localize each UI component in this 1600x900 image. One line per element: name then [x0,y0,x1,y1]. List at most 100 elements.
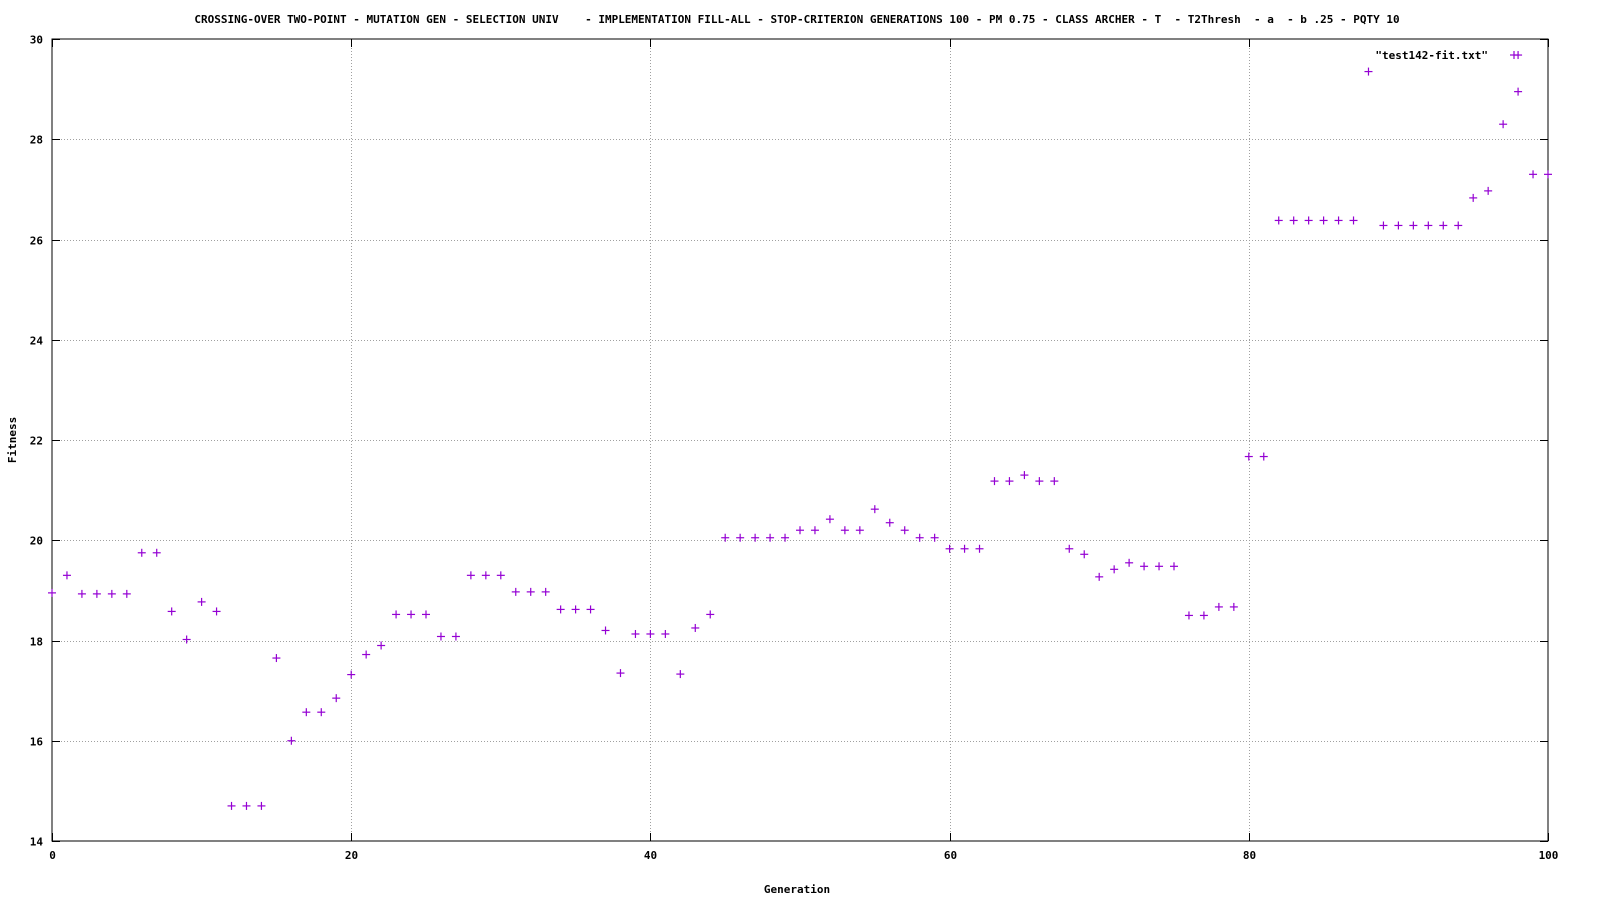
data-point [1484,186,1493,195]
data-point [1439,221,1448,230]
data-point [362,650,371,659]
data-point [392,610,401,619]
legend-marker-glyph [1510,51,1518,59]
y-tick-label: 16 [30,736,44,749]
data-point [541,587,550,596]
data-point [1140,562,1149,571]
data-point [1214,602,1223,611]
data-point [1110,565,1119,574]
data-point [1259,452,1268,461]
data-point [332,694,341,703]
data-point [751,533,760,542]
data-point [451,632,460,641]
data-point [1229,602,1238,611]
x-axis-label: Generation [764,883,830,896]
data-point [1529,170,1538,179]
data-point [1080,550,1089,559]
data-point [1005,477,1014,486]
plot-border [51,38,1549,842]
data-point [62,571,71,580]
data-point [1020,471,1029,480]
legend: "test142-fit.txt" [1375,49,1518,62]
data-point [1065,544,1074,553]
data-point [975,544,984,553]
data-point [1469,193,1478,202]
x-tick-label: 20 [345,849,358,862]
y-tick-label: 22 [30,435,43,448]
data-point [870,505,879,514]
axis-ticks: 14 16 18 20 22 24 26 28 30 0 20 40 60 80 100 [30,34,1559,863]
data-point [481,571,490,580]
data-point [915,533,924,542]
data-point [197,597,206,606]
y-tick-label: 24 [30,335,44,348]
data-point [377,641,386,650]
data-point [1364,67,1373,76]
data-point [601,626,610,635]
data-point [885,518,894,527]
data-point [1544,170,1552,179]
data-point [122,589,131,598]
data-point [1170,562,1178,571]
data-point [257,801,266,810]
data-point [1424,221,1433,230]
data-point [676,670,685,679]
data-point [182,635,191,644]
data-point [1334,216,1343,225]
data-point [1394,221,1403,230]
data-point [781,533,790,542]
x-tick-label: 0 [49,849,56,862]
data-point [287,736,296,745]
data-point [1289,216,1298,225]
data-point [107,589,116,598]
data-point [407,610,416,619]
data-point [1095,572,1104,581]
data-point [571,605,580,614]
data-point [152,548,161,557]
x-tick-label: 80 [1243,849,1256,862]
data-point [945,544,954,553]
data-point [1274,216,1283,225]
data-point [1499,120,1508,129]
y-tick-label: 28 [30,134,43,147]
data-point [1199,611,1208,620]
data-point [227,801,236,810]
data-point [422,610,430,619]
data-point [721,533,730,542]
data-point [960,544,969,553]
data-point [1514,87,1523,96]
grid-lines [52,39,1548,841]
data-points [48,51,1552,810]
chart-title: CROSSING-OVER TWO-POINT - MUTATION GEN -… [194,13,1399,26]
data-point [137,548,146,557]
data-point [272,654,281,663]
data-point [706,610,715,619]
data-point [1155,562,1164,571]
x-tick-label: 60 [944,849,957,862]
data-point [167,607,176,616]
data-point [1304,216,1313,225]
data-point [796,526,804,535]
data-point [347,670,356,679]
y-tick-label: 30 [30,34,43,47]
y-tick-label: 20 [30,535,43,548]
data-point [92,589,101,598]
data-point [1050,477,1059,486]
data-point [990,477,999,486]
data-point [1409,221,1418,230]
data-point [1349,216,1358,225]
y-axis-label: Fitness [6,417,19,463]
data-point [736,533,745,542]
data-point [556,605,565,614]
data-point [810,526,819,535]
data-point [855,526,864,535]
y-tick-label: 18 [30,636,43,649]
data-point [691,623,700,632]
data-point [212,607,221,616]
data-point [77,589,86,598]
data-point [1319,216,1328,225]
data-point [930,533,939,542]
data-point [1379,221,1388,230]
data-point [840,526,849,535]
